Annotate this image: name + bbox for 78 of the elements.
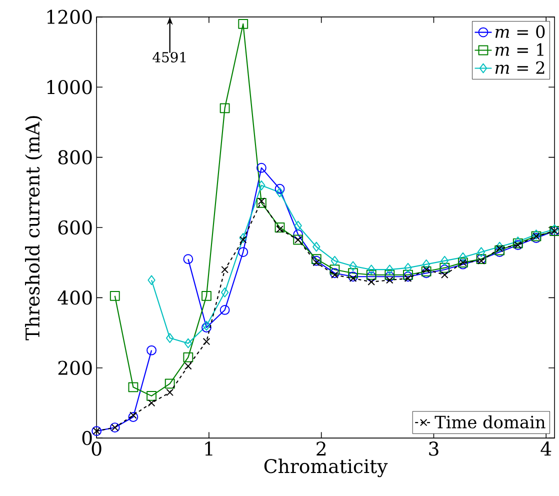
point	[477, 247, 486, 258]
point	[110, 291, 120, 301]
point	[146, 391, 156, 401]
point	[312, 242, 320, 252]
point	[496, 242, 504, 252]
point	[148, 275, 156, 286]
x-tick-label: 1	[205, 442, 212, 456]
point	[128, 382, 138, 392]
point	[404, 274, 412, 282]
point	[312, 259, 320, 266]
y-tick-label: 400	[58, 290, 92, 305]
point	[440, 256, 448, 266]
point	[276, 188, 284, 198]
point	[422, 266, 430, 274]
legend-label: m = 0	[495, 25, 545, 38]
point	[220, 305, 230, 316]
point	[146, 345, 156, 356]
point	[459, 252, 467, 262]
point	[368, 264, 376, 275]
point	[274, 222, 285, 233]
point	[184, 338, 192, 348]
x-axis-title: Chromaticity	[264, 458, 388, 478]
point	[220, 288, 229, 298]
point	[294, 220, 302, 231]
point	[368, 278, 376, 286]
point	[130, 412, 137, 419]
point	[239, 233, 247, 244]
point	[293, 230, 304, 240]
y-axis-title: Threshold current (mA)	[25, 116, 42, 340]
point	[348, 272, 358, 282]
point	[238, 19, 248, 29]
point	[348, 268, 358, 278]
x-tick-label: 3	[429, 442, 438, 456]
point	[256, 162, 266, 173]
y-tick-label: 200	[58, 360, 92, 376]
point	[404, 262, 412, 273]
point	[258, 180, 266, 190]
x-tick-label: 2	[316, 442, 326, 456]
y-tick-label: 600	[58, 220, 92, 235]
annotation: 4591	[152, 52, 186, 63]
point	[496, 244, 504, 252]
point	[238, 247, 248, 258]
point	[422, 259, 430, 270]
legend-label: m = 2	[495, 61, 544, 74]
y-tick-label: 800	[58, 150, 92, 165]
point	[166, 388, 174, 396]
point	[478, 257, 485, 265]
point	[330, 256, 339, 266]
point	[128, 412, 138, 422]
point	[164, 378, 175, 389]
point	[220, 103, 230, 114]
y-tick-label: 1200	[47, 10, 92, 24]
point	[256, 198, 266, 208]
legend-label: m = 1	[495, 43, 544, 56]
point	[330, 264, 340, 275]
point	[276, 226, 284, 233]
point	[258, 198, 266, 205]
legend-label: Time domain	[434, 415, 546, 429]
x-tick-label: 4	[540, 442, 552, 456]
point	[331, 271, 338, 279]
point	[386, 264, 394, 275]
point	[184, 362, 192, 370]
y-tick-label: 1000	[47, 80, 92, 94]
point	[202, 291, 212, 301]
point	[183, 352, 194, 362]
point	[183, 254, 194, 264]
point	[221, 266, 228, 274]
point	[202, 338, 210, 346]
x-tick-label: 0	[92, 442, 102, 456]
point	[349, 261, 357, 272]
point	[386, 276, 394, 284]
point	[274, 184, 285, 194]
point	[349, 274, 357, 282]
point	[166, 333, 174, 344]
point	[148, 399, 156, 407]
point	[440, 271, 448, 279]
point	[239, 236, 247, 244]
y-tick-label: 0	[82, 431, 92, 446]
